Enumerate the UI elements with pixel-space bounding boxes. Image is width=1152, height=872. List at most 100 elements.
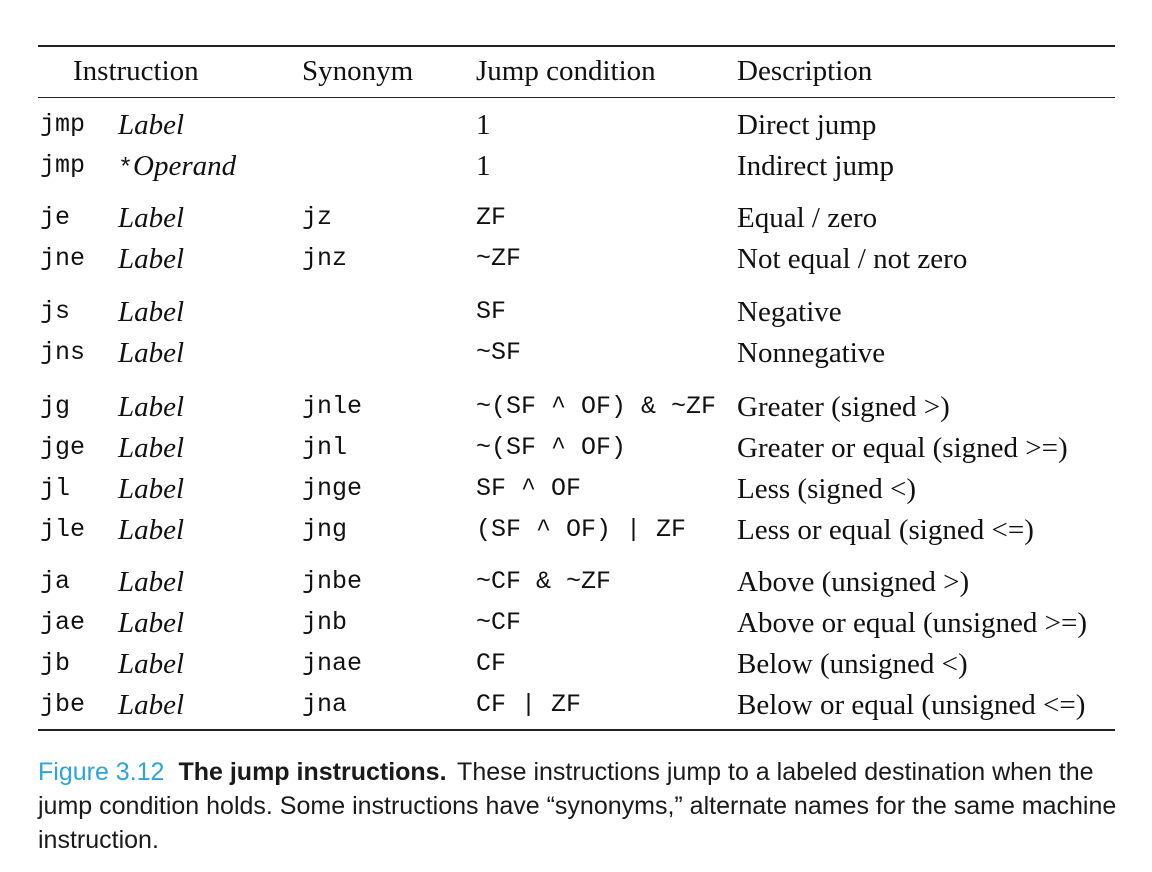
instruction-operand: Label	[118, 105, 184, 145]
operand-name: Label	[118, 432, 185, 464]
table-row: ja Label jnbe ~CF & ~ZF Above (unsigned >)	[0, 562, 1152, 602]
synonym: jna	[302, 690, 348, 719]
table-row: jl Label jnge SF ^ OF Less (signed <)	[0, 469, 1152, 509]
figure-caption: Figure 3.12 The jump instructions. These …	[38, 755, 1128, 857]
operand-name: Label	[118, 109, 185, 141]
description: Not equal / not zero	[737, 243, 968, 275]
instruction-mnemonic: jmp	[40, 151, 86, 180]
instruction-operand: Label	[118, 428, 184, 468]
synonym: jnle	[302, 392, 363, 421]
description: Less or equal (signed <=)	[737, 514, 1034, 546]
description: Below or equal (unsigned <=)	[737, 689, 1086, 721]
description: Below (unsigned <)	[737, 648, 968, 680]
instruction-mnemonic: jns	[40, 338, 86, 367]
table-row: je Label jz ZF Equal / zero	[0, 198, 1152, 238]
instruction-operand: Label	[118, 562, 184, 602]
operand-name: Label	[118, 566, 185, 598]
jump-condition: ~(SF ^ OF) & ~ZF	[476, 392, 717, 421]
instruction-operand: Label	[118, 510, 184, 550]
figure-title: The jump instructions.	[178, 758, 447, 786]
instruction-mnemonic: ja	[40, 567, 71, 596]
instruction-operand: Label	[118, 685, 184, 725]
description: Negative	[737, 296, 842, 328]
header-description: Description	[737, 55, 873, 87]
operand-prefix: *	[118, 154, 134, 183]
instruction-mnemonic: jbe	[40, 690, 86, 719]
header-synonym: Synonym	[302, 55, 414, 87]
header-instruction: Instruction	[73, 55, 199, 87]
operand-name: Label	[118, 243, 185, 275]
synonym: jnz	[302, 244, 348, 273]
jump-condition: ~CF & ~ZF	[476, 567, 612, 596]
figure-caption-text: These instructions jump to a labeled des…	[38, 758, 1117, 854]
instruction-mnemonic: jae	[40, 608, 86, 637]
jump-condition: ZF	[476, 203, 507, 232]
instruction-mnemonic: jmp	[40, 110, 86, 139]
jump-condition: ~CF	[476, 608, 522, 637]
table-row: jb Label jnae CF Below (unsigned <)	[0, 644, 1152, 684]
table-row: jge Label jnl ~(SF ^ OF) Greater or equal (s…	[0, 428, 1152, 468]
jump-condition: CF | ZF	[476, 690, 582, 719]
figure-label: Figure 3.12	[38, 758, 165, 786]
operand-name: Label	[118, 202, 185, 234]
synonym: jnge	[302, 474, 363, 503]
instruction-mnemonic: jb	[40, 649, 71, 678]
operand-name: Operand	[133, 150, 237, 182]
synonym: jng	[302, 515, 348, 544]
jump-condition: SF	[476, 297, 507, 326]
jump-condition: ~ZF	[476, 244, 522, 273]
jump-condition: (SF ^ OF) | ZF	[476, 515, 687, 544]
instruction-mnemonic: jle	[40, 515, 86, 544]
operand-name: Label	[118, 514, 185, 546]
table-row: jmp *Operand 1 Indirect jump	[0, 146, 1152, 186]
table-top-rule	[38, 45, 1115, 47]
instruction-mnemonic: je	[40, 203, 71, 232]
operand-name: Label	[118, 648, 185, 680]
operand-name: Label	[118, 337, 185, 369]
table-row: jmp Label 1 Direct jump	[0, 105, 1152, 145]
table-bottom-rule	[38, 729, 1115, 731]
instruction-operand: Label	[118, 292, 184, 332]
description: Nonnegative	[737, 337, 886, 369]
operand-name: Label	[118, 689, 185, 721]
table-row: jns Label ~SF Nonnegative	[0, 333, 1152, 373]
description: Greater or equal (signed >=)	[737, 432, 1068, 464]
instruction-mnemonic: js	[40, 297, 71, 326]
description: Less (signed <)	[737, 473, 917, 505]
table-row: jne Label jnz ~ZF Not equal / not zero	[0, 239, 1152, 279]
header-rule	[38, 97, 1115, 99]
jump-condition: 1	[476, 109, 491, 141]
instruction-mnemonic: jge	[40, 433, 86, 462]
operand-name: Label	[118, 391, 185, 423]
description: Direct jump	[737, 109, 877, 141]
description: Indirect jump	[737, 150, 895, 182]
instruction-mnemonic: jl	[40, 474, 71, 503]
instruction-operand: Label	[118, 387, 184, 427]
description: Above (unsigned >)	[737, 566, 970, 598]
jump-condition: SF ^ OF	[476, 474, 582, 503]
table-row: js Label SF Negative	[0, 292, 1152, 332]
synonym: jz	[302, 203, 333, 232]
table-row: jg Label jnle ~(SF ^ OF) & ~ZF Greater (sign…	[0, 387, 1152, 427]
instruction-operand: Label	[118, 333, 184, 373]
instruction-operand: Label	[118, 603, 184, 643]
table-row: jle Label jng (SF ^ OF) | ZF Less or equal (…	[0, 510, 1152, 550]
jump-condition: 1	[476, 150, 491, 182]
operand-name: Label	[118, 473, 185, 505]
instruction-operand: Label	[118, 469, 184, 509]
jump-condition: ~(SF ^ OF)	[476, 433, 627, 462]
description: Above or equal (unsigned >=)	[737, 607, 1088, 639]
instruction-operand: Label	[118, 198, 184, 238]
instruction-operand: Label	[118, 239, 184, 279]
synonym: jnae	[302, 649, 363, 678]
instruction-mnemonic: jne	[40, 244, 86, 273]
synonym: jnb	[302, 608, 348, 637]
jump-condition: CF	[476, 649, 507, 678]
synonym: jnbe	[302, 567, 363, 596]
description: Greater (signed >)	[737, 391, 950, 423]
operand-name: Label	[118, 607, 185, 639]
operand-name: Label	[118, 296, 185, 328]
header-jump-condition: Jump condition	[476, 55, 656, 87]
synonym: jnl	[302, 433, 348, 462]
